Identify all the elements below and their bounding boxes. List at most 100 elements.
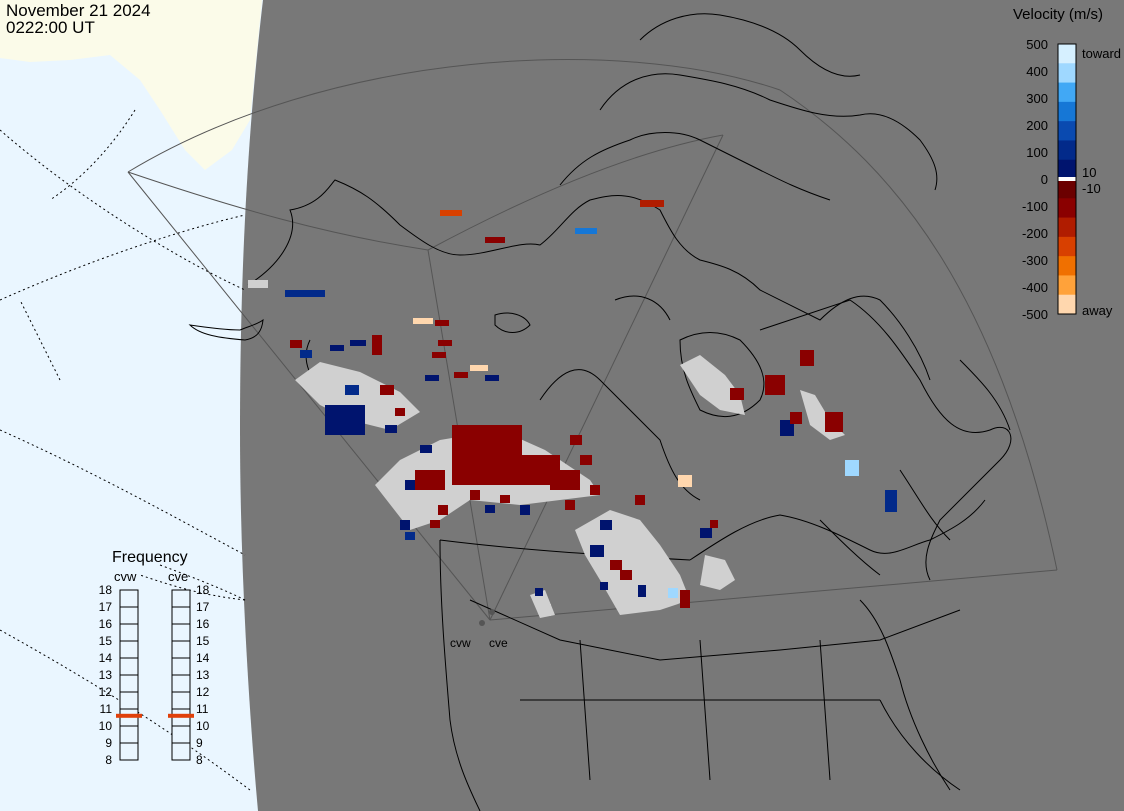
ground-scatter-region <box>295 362 420 430</box>
velocity-cell <box>325 405 365 435</box>
velocity-cell <box>400 520 410 530</box>
time-label: 0222:00 UT <box>6 18 95 37</box>
velocity-cell <box>610 560 622 570</box>
velocity-cell <box>435 320 449 326</box>
frequency-tick: 13 <box>196 668 210 682</box>
frequency-tick: 15 <box>98 634 112 648</box>
ground-scatter-region <box>680 355 745 415</box>
frequency-tick: 8 <box>105 753 112 767</box>
velocity-cell <box>565 500 575 510</box>
velocity-tick: -200 <box>1021 226 1048 241</box>
frequency-tick: 9 <box>196 736 203 750</box>
ground-scatter-region <box>700 555 735 590</box>
frequency-tick: 13 <box>98 668 112 682</box>
radar-sites <box>479 609 495 626</box>
velocity-cell <box>800 350 814 366</box>
colorbar-segment <box>1058 256 1076 276</box>
frequency-grid <box>120 589 190 761</box>
velocity-inner-positive: 10 <box>1082 165 1097 180</box>
velocity-cell <box>590 545 604 557</box>
velocity-cell <box>575 228 597 234</box>
site-cvw-marker <box>479 620 485 626</box>
colorbar-segment <box>1058 82 1076 103</box>
site-cve-marker <box>489 609 495 615</box>
velocity-tick: 400 <box>1026 64 1048 79</box>
frequency-tick: 11 <box>196 702 209 716</box>
colorbar-segment <box>1058 275 1076 296</box>
velocity-cell <box>485 237 505 243</box>
velocity-colorbar <box>1057 43 1077 315</box>
colorbar-segment <box>1058 121 1076 141</box>
frequency-tick: 8 <box>196 753 203 767</box>
velocity-tick: 500 <box>1026 37 1048 52</box>
velocity-cell <box>440 210 462 216</box>
outside-land <box>0 0 262 170</box>
velocity-cell <box>405 532 415 540</box>
velocity-cell <box>395 408 405 416</box>
site-label-cvw: cvw <box>450 636 471 650</box>
frequency-tick: 10 <box>98 719 112 733</box>
frequency-tick: 16 <box>98 617 112 631</box>
velocity-cell <box>543 604 551 616</box>
frequency-tick: 18 <box>196 583 210 597</box>
velocity-cell <box>580 455 592 465</box>
velocity-cell <box>550 470 580 490</box>
velocity-cell <box>825 412 843 432</box>
velocity-cell <box>420 445 432 453</box>
velocity-tick: -400 <box>1021 280 1048 295</box>
frequency-tick: 14 <box>98 651 112 665</box>
velocity-cell <box>765 375 785 395</box>
velocity-cell <box>638 585 646 597</box>
velocity-cell <box>570 435 582 445</box>
velocity-cell <box>700 528 712 538</box>
velocity-cell <box>438 340 452 346</box>
colorbar-segment <box>1058 159 1076 180</box>
velocity-cell <box>385 425 397 433</box>
toward-label: toward <box>1082 46 1122 61</box>
frequency-tick: 12 <box>196 685 210 699</box>
velocity-cell <box>485 375 499 381</box>
velocity-cell <box>710 520 718 528</box>
coastlines <box>188 13 1012 811</box>
velocity-cell <box>790 412 802 424</box>
velocity-cell <box>485 505 495 513</box>
velocity-cell <box>454 372 468 378</box>
velocity-scale-title: Velocity (m/s) <box>1013 6 1104 23</box>
frequency-tick: 14 <box>196 651 210 665</box>
velocity-cell <box>350 340 366 346</box>
velocity-cell <box>845 460 859 476</box>
velocity-cell <box>535 588 543 596</box>
velocity-cell <box>635 495 645 505</box>
velocity-tick: -300 <box>1021 253 1048 268</box>
velocity-cell <box>885 490 897 512</box>
velocity-cell <box>600 520 612 530</box>
frequency-marker-cve <box>168 713 194 718</box>
velocity-cell <box>452 425 522 485</box>
velocity-cell <box>470 490 480 500</box>
velocity-cell <box>430 520 440 528</box>
velocity-cell <box>520 505 530 515</box>
velocity-cell <box>330 345 344 351</box>
colorbar-segment <box>1058 179 1076 199</box>
velocity-tick: 0 <box>1040 172 1048 187</box>
velocity-cell <box>405 480 415 490</box>
velocity-cell <box>730 388 744 400</box>
velocity-cell <box>345 385 359 395</box>
velocity-cell <box>500 495 510 503</box>
frequency-tick: 10 <box>196 719 210 733</box>
frequency-marker-cvw <box>116 713 142 718</box>
colorbar-segment <box>1058 198 1076 219</box>
velocity-cell <box>415 470 445 490</box>
velocity-cell <box>380 385 394 395</box>
frequency-title: Frequency <box>112 549 188 566</box>
velocity-cell <box>372 335 382 355</box>
frequency-tick: 12 <box>98 685 112 699</box>
colorbar-segment <box>1058 294 1076 315</box>
velocity-cell <box>300 350 312 358</box>
colorbar-zero-band <box>1058 177 1076 181</box>
date-label: November 21 2024 <box>6 1 151 20</box>
velocity-tick: -500 <box>1021 307 1048 322</box>
frequency-tick: 17 <box>98 600 112 614</box>
velocity-cell <box>600 582 608 590</box>
